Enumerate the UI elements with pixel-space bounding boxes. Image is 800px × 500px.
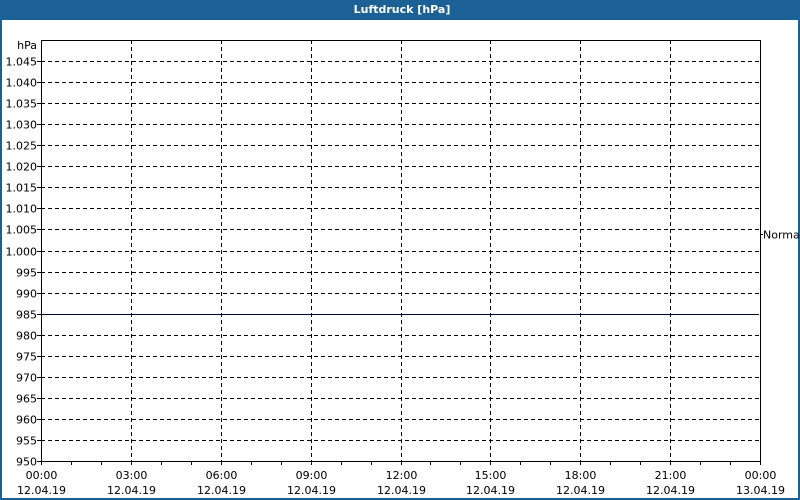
y-tick-label: 1.045 — [6, 56, 38, 69]
x-tick-date: 12.04.19 — [107, 484, 156, 497]
x-tick-date: 12.04.19 — [17, 484, 66, 497]
y-tick-label: 1.025 — [6, 140, 38, 153]
y-tick-label: 1.005 — [6, 224, 38, 237]
chart-title: Luftdruck [hPa] — [2, 0, 800, 20]
plot-frame — [41, 40, 761, 462]
x-tick-date: 12.04.19 — [556, 484, 605, 497]
x-tick-time: 15:00 — [475, 469, 507, 482]
x-tick-time: 03:00 — [116, 469, 148, 482]
x-tick-time: 21:00 — [655, 469, 687, 482]
y-tick-label: 960 — [16, 414, 37, 427]
x-tick-time: 09:00 — [296, 469, 328, 482]
y-tick-label: 980 — [16, 330, 37, 343]
x-tick-date: 12.04.19 — [466, 484, 515, 497]
y-tick-label: 970 — [16, 372, 37, 385]
x-tick-time: 06:00 — [206, 469, 238, 482]
y-tick-label: 1.000 — [6, 246, 38, 259]
y-tick-label: 995 — [16, 267, 37, 280]
x-tick-time: 00:00 — [745, 469, 777, 482]
normal-label: Normal — [763, 229, 800, 242]
y-axis-label: hPa — [17, 39, 37, 52]
y-tick-label: 1.010 — [6, 203, 38, 216]
x-tick-date: 12.04.19 — [646, 484, 695, 497]
y-tick-label: 955 — [16, 435, 37, 448]
x-tick-time: 12:00 — [386, 469, 418, 482]
y-tick-label: 1.015 — [6, 182, 38, 195]
y-tick-label: 1.030 — [6, 119, 38, 132]
x-tick-date: 13.04.19 — [736, 484, 785, 497]
x-tick-date: 12.04.19 — [287, 484, 336, 497]
y-tick-label: 950 — [16, 456, 37, 469]
y-tick-label: 985 — [16, 309, 37, 322]
x-tick-time: 18:00 — [565, 469, 597, 482]
x-tick-time: 00:00 — [26, 469, 58, 482]
y-tick-label: 1.040 — [6, 77, 38, 90]
y-tick-label: 1.020 — [6, 161, 38, 174]
x-tick-date: 12.04.19 — [197, 484, 246, 497]
y-tick-label: 965 — [16, 393, 37, 406]
y-tick-label: 1.035 — [6, 98, 38, 111]
y-tick-label: 990 — [16, 288, 37, 301]
y-tick-label: 975 — [16, 351, 37, 364]
x-tick-date: 12.04.19 — [377, 484, 426, 497]
